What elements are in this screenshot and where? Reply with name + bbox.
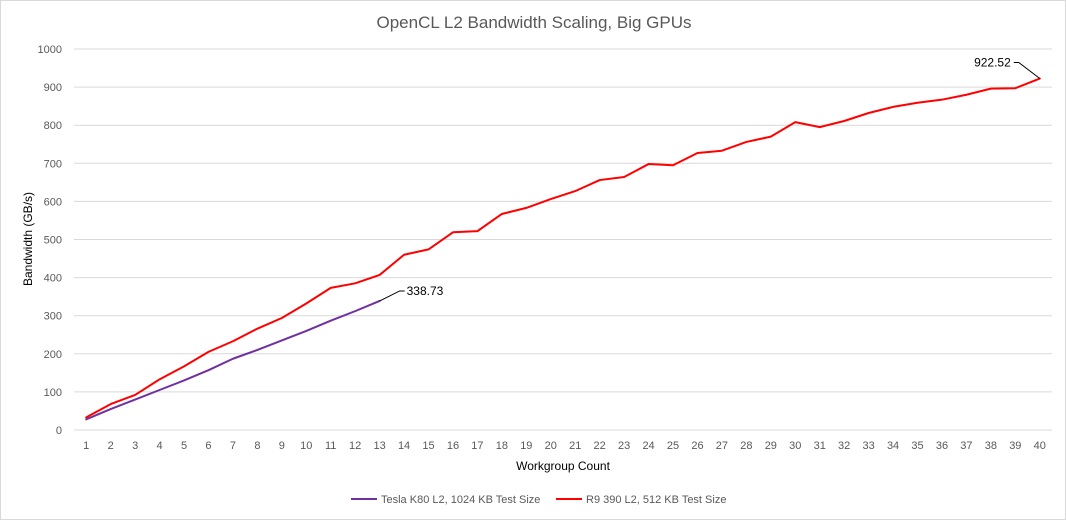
x-tick-label: 28 (740, 440, 752, 452)
x-tick-label: 6 (205, 440, 211, 452)
x-tick-label: 11 (325, 440, 336, 452)
annotation-leader (379, 290, 405, 302)
x-tick-label: 19 (520, 440, 532, 452)
x-tick-label: 39 (1009, 440, 1021, 452)
x-tick-label: 16 (447, 440, 459, 452)
x-tick-label: 31 (814, 440, 826, 452)
x-tick-label: 10 (300, 440, 312, 452)
x-tick-label: 7 (230, 440, 236, 452)
x-tick-label: 15 (422, 440, 434, 452)
x-tick-label: 21 (569, 440, 581, 452)
annotation-label: 338.73 (407, 284, 444, 298)
series-lines (85, 77, 1041, 421)
x-tick-label: 35 (911, 440, 923, 452)
y-tick-label: 900 (44, 82, 62, 94)
x-tick-label: 14 (398, 440, 410, 452)
series-line-0 (85, 299, 381, 421)
x-tick-label: 33 (863, 440, 875, 452)
x-tick-label: 34 (887, 440, 899, 452)
chart-title: OpenCL L2 Bandwidth Scaling, Big GPUs (377, 13, 692, 32)
x-tick-label: 2 (108, 440, 114, 452)
legend-label-0: Tesla K80 L2, 1024 KB Test Size (381, 494, 540, 506)
x-tick-label: 4 (157, 440, 163, 452)
x-tick-label: 40 (1034, 440, 1046, 452)
y-tick-label: 200 (44, 349, 62, 361)
legend-label-1: R9 390 L2, 512 KB Test Size (586, 494, 726, 506)
y-tick-label: 1000 (38, 44, 62, 56)
x-tick-label: 13 (374, 440, 386, 452)
x-tick-label: 12 (349, 440, 361, 452)
y-tick-label: 100 (44, 387, 62, 399)
y-tick-label: 500 (44, 235, 62, 247)
x-tick-label: 17 (471, 440, 483, 452)
x-tick-label: 3 (132, 440, 138, 452)
y-axis-ticks: 0 100 200 300 400 500 600 700 800 900 1000 (38, 44, 62, 437)
y-tick-label: 700 (44, 158, 62, 170)
x-tick-label: 36 (936, 440, 948, 452)
x-tick-label: 23 (618, 440, 630, 452)
x-tick-label: 32 (838, 440, 850, 452)
annotation-label: 922.52 (974, 56, 1011, 70)
x-tick-label: 30 (789, 440, 801, 452)
y-tick-label: 400 (44, 273, 62, 285)
x-tick-label: 38 (985, 440, 997, 452)
x-axis-label: Workgroup Count (516, 459, 610, 473)
y-tick-label: 0 (56, 425, 62, 437)
x-tick-label: 29 (765, 440, 777, 452)
x-tick-label: 37 (960, 440, 972, 452)
gridlines (74, 48, 1052, 431)
x-tick-label: 1 (83, 440, 89, 452)
y-tick-label: 600 (44, 196, 62, 208)
x-tick-label: 24 (642, 440, 654, 452)
x-axis-ticks: 1 2 3 4 5 6 7 8 9 10 11 12 13 14 15 16 17 18 19 20 21 22 23 24 2… (83, 440, 1046, 452)
annotation-leader (1013, 62, 1041, 79)
x-tick-label: 26 (691, 440, 703, 452)
x-tick-label: 8 (254, 440, 260, 452)
x-tick-label: 5 (181, 440, 187, 452)
x-tick-label: 18 (496, 440, 508, 452)
legend: Tesla K80 L2, 1024 KB Test Size R9 390 L2… (351, 494, 726, 506)
x-tick-label: 22 (594, 440, 606, 452)
x-tick-label: 20 (545, 440, 557, 452)
y-tick-label: 800 (44, 120, 62, 132)
x-tick-label: 25 (667, 440, 679, 452)
y-tick-label: 300 (44, 311, 62, 323)
x-tick-label: 9 (279, 440, 285, 452)
series-line-1 (85, 77, 1041, 419)
data-annotations: 338.73 922.52 (379, 56, 1041, 302)
y-axis-label: Bandwidth (GB/s) (21, 192, 35, 286)
x-tick-label: 27 (716, 440, 728, 452)
